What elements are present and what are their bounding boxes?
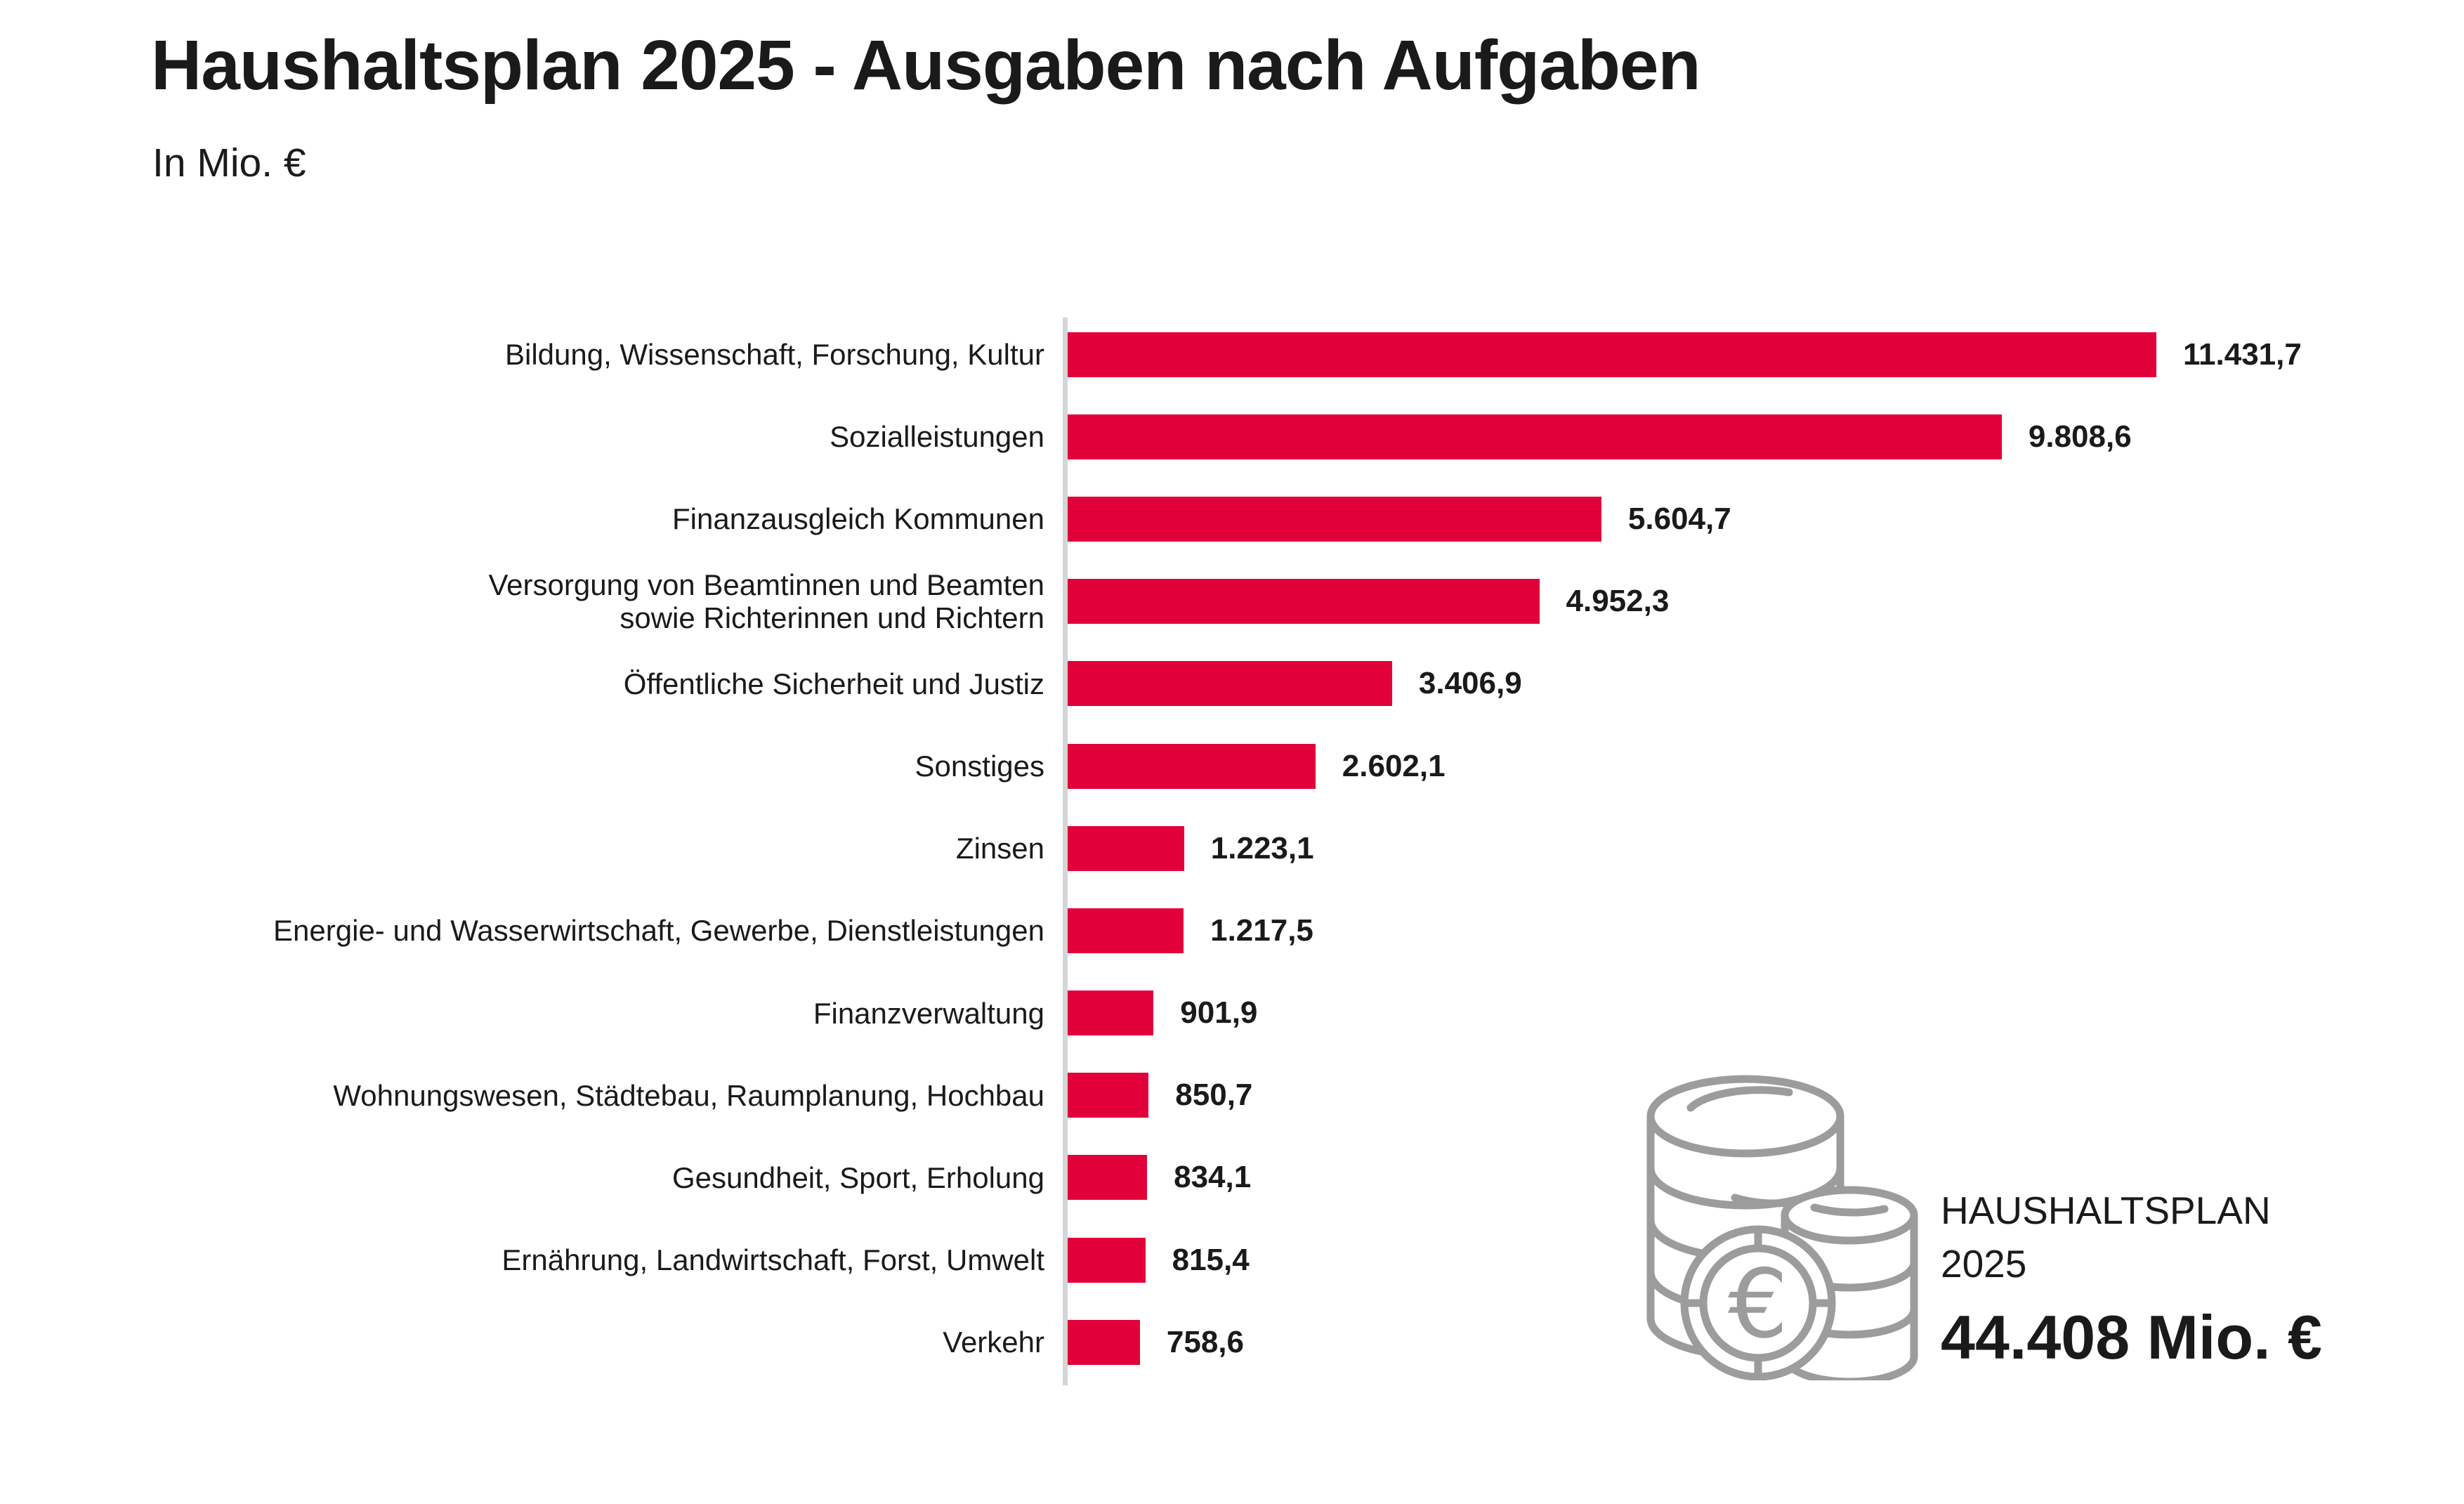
axis-line	[1063, 318, 1068, 1385]
bar-rows: Bildung, Wissenschaft, Forschung, Kultur…	[0, 313, 2464, 1383]
category-label: Verkehr	[943, 1326, 1044, 1359]
bar-zone: 758,6	[1068, 1319, 2464, 1365]
category-label: Finanzausgleich Kommunen	[672, 502, 1044, 536]
bar-chart: Bildung, Wissenschaft, Forschung, Kultur…	[0, 313, 2464, 1383]
category-label: Zinsen	[955, 832, 1044, 865]
category-label: Bildung, Wissenschaft, Forschung, Kultur	[504, 338, 1044, 372]
bar-zone: 5.604,7	[1068, 496, 2464, 542]
euro-symbol: €	[1728, 1249, 1788, 1359]
bar-zone: 2.602,1	[1068, 743, 2464, 789]
value-label: 11.431,7	[2183, 336, 2302, 372]
unit-label: In Mio. €	[152, 140, 306, 185]
bar-row: Verkehr 758,6	[0, 1301, 2464, 1383]
value-label: 9.808,6	[2028, 419, 2132, 454]
bar-row: Sonstiges 2.602,1	[0, 725, 2464, 807]
summary-title-line1: HAUSHALTSPLAN	[1941, 1189, 2271, 1232]
value-label: 901,9	[1180, 995, 1258, 1031]
bar	[1068, 1319, 1140, 1365]
bar	[1068, 1073, 1149, 1118]
bar	[1068, 1155, 1148, 1201]
category-label: Sozialleistungen	[830, 420, 1044, 454]
euro-coins-icon: €	[1646, 1075, 1918, 1380]
bar	[1068, 579, 1540, 625]
bar	[1068, 825, 1184, 871]
bar	[1068, 743, 1316, 789]
bar	[1068, 332, 2156, 377]
category-label: Wohnungswesen, Städtebau, Raumplanung, H…	[333, 1078, 1044, 1112]
category-label: Sonstiges	[915, 750, 1044, 783]
bar-row: Finanzausgleich Kommunen 5.604,7	[0, 478, 2464, 560]
bar-row: Sozialleistungen 9.808,6	[0, 395, 2464, 478]
bar-zone: 9.808,6	[1068, 414, 2464, 459]
value-label: 850,7	[1175, 1078, 1253, 1113]
value-label: 2.602,1	[1342, 748, 1446, 783]
value-label: 758,6	[1166, 1324, 1244, 1359]
value-label: 5.604,7	[1627, 501, 1731, 536]
bar-zone: 850,7	[1068, 1073, 2464, 1118]
bar	[1068, 661, 1392, 707]
category-label: Öffentliche Sicherheit und Justiz	[623, 667, 1044, 700]
bar	[1068, 908, 1184, 953]
bar-row: Wohnungswesen, Städtebau, Raumplanung, H…	[0, 1054, 2464, 1137]
value-label: 815,4	[1172, 1242, 1250, 1277]
bar-row: Energie- und Wasserwirtschaft, Gewerbe, …	[0, 889, 2464, 972]
category-label: Ernährung, Landwirtschaft, Forst, Umwelt	[502, 1243, 1044, 1277]
category-label: Versorgung von Beamtinnen und Beamten so…	[488, 568, 1044, 635]
bar-zone: 3.406,9	[1068, 661, 2464, 707]
bar	[1068, 990, 1154, 1036]
value-label: 1.217,5	[1210, 913, 1313, 948]
bar-zone: 11.431,7	[1068, 332, 2464, 377]
bar	[1068, 414, 2002, 459]
value-label: 3.406,9	[1418, 666, 1522, 701]
category-label: Energie- und Wasserwirtschaft, Gewerbe, …	[273, 914, 1044, 948]
value-label: 4.952,3	[1566, 584, 1670, 619]
bar-row: Finanzverwaltung 901,9	[0, 972, 2464, 1054]
bar-zone: 901,9	[1068, 990, 2464, 1036]
bar-row: Bildung, Wissenschaft, Forschung, Kultur…	[0, 313, 2464, 395]
summary-title-line2: 2025	[1941, 1242, 2027, 1286]
bar-zone: 1.217,5	[1068, 908, 2464, 953]
bar-zone: 1.223,1	[1068, 825, 2464, 871]
bar-row: Ernährung, Landwirtschaft, Forst, Umwelt…	[0, 1219, 2464, 1301]
page-title: Haushaltsplan 2025 - Ausgaben nach Aufga…	[151, 26, 1701, 105]
bar	[1068, 1237, 1146, 1283]
bar-zone: 4.952,3	[1068, 579, 2464, 625]
bar-row: Versorgung von Beamtinnen und Beamten so…	[0, 561, 2464, 643]
category-label: Finanzverwaltung	[813, 996, 1044, 1030]
value-label: 834,1	[1174, 1160, 1252, 1195]
bar-row: Öffentliche Sicherheit und Justiz 3.406,…	[0, 643, 2464, 725]
bar-zone: 815,4	[1068, 1237, 2464, 1283]
summary-total: 44.408 Mio. €	[1941, 1302, 2322, 1372]
value-label: 1.223,1	[1210, 830, 1314, 865]
bar	[1068, 496, 1601, 542]
bar-row: Zinsen 1.223,1	[0, 807, 2464, 889]
category-label: Gesundheit, Sport, Erholung	[671, 1160, 1044, 1194]
bar-row: Gesundheit, Sport, Erholung 834,1	[0, 1137, 2464, 1219]
bar-zone: 834,1	[1068, 1155, 2464, 1201]
